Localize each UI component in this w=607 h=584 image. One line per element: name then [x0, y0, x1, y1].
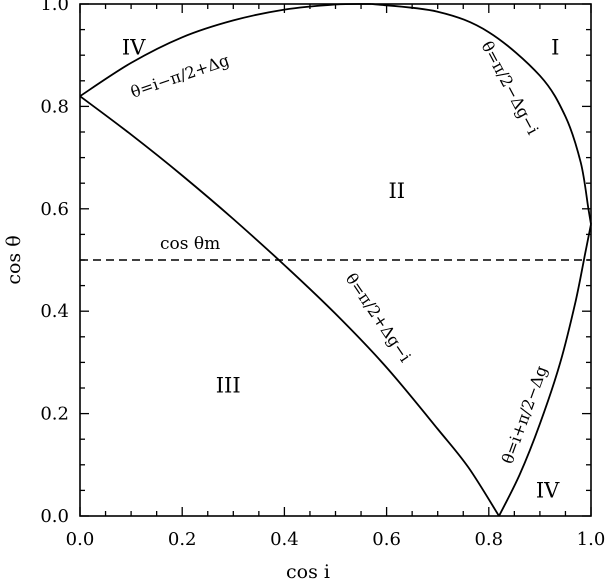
x-tick-label: 0.0 — [66, 529, 95, 550]
y-tick-label: 0.6 — [40, 199, 69, 220]
y-tick-label: 0.2 — [40, 404, 69, 425]
x-tick-label: 0.8 — [474, 529, 503, 550]
y-tick-label: 0.8 — [40, 96, 69, 117]
curve-label-middle: θ=π/2+Δg−i — [342, 270, 415, 366]
x-tick-label: 0.6 — [372, 529, 401, 550]
curves — [79, 3, 592, 517]
x-axis-label: cos i — [286, 561, 330, 583]
x-tick-label: 1.0 — [577, 529, 606, 550]
threshold-label: cos θm — [160, 234, 220, 254]
curve-label-upper-right: θ=π/2−Δg−i — [477, 38, 542, 138]
y-tick-label: 1.0 — [40, 0, 69, 15]
boundary-curve-4 — [498, 224, 592, 517]
boundary-curve-1 — [79, 3, 372, 97]
region-label: II — [389, 179, 406, 203]
y-tick-label: 0.0 — [40, 506, 69, 527]
boundary-curve-2 — [371, 3, 592, 225]
x-tick-label: 0.4 — [270, 529, 299, 550]
region-label: III — [216, 373, 241, 397]
region-label: IV — [536, 478, 560, 502]
region-label: I — [551, 36, 559, 60]
region-label: IV — [122, 36, 146, 60]
y-axis-label: cos θ — [3, 235, 25, 284]
y-tick-label: 0.4 — [40, 301, 69, 322]
x-tick-label: 0.2 — [168, 529, 197, 550]
boundary-curve-3 — [79, 95, 500, 517]
threshold-label-text: cos θm — [160, 234, 220, 254]
tick-labels: 0.0 0.2 0.4 0.6 0.8 1.0 0.0 0.2 0.4 0.6 0.8 1.0 — [40, 0, 605, 550]
